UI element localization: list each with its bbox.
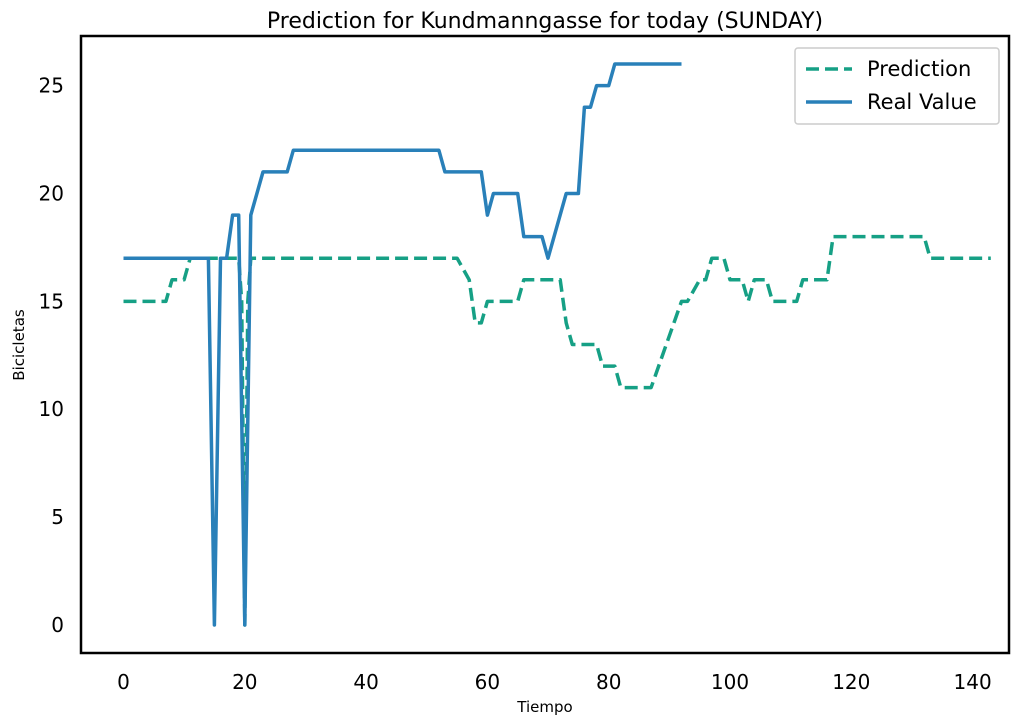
- x-axis-label: Tiempo: [516, 698, 572, 716]
- y-tick-label: 0: [51, 613, 64, 637]
- x-axis-ticks: 0 20 40 60 80 100 120 140: [117, 670, 992, 694]
- y-tick-label: 25: [39, 74, 64, 98]
- chart-title: Prediction for Kundmanngasse for today (…: [267, 9, 823, 34]
- x-tick-label: 100: [711, 670, 749, 694]
- legend: Prediction Real Value: [794, 47, 1000, 125]
- x-tick-label: 20: [232, 670, 257, 694]
- x-tick-label: 40: [353, 670, 378, 694]
- x-tick-label: 140: [954, 670, 992, 694]
- y-tick-label: 10: [39, 397, 64, 421]
- x-tick-label: 80: [596, 670, 621, 694]
- series-line-prediction: [123, 234, 991, 627]
- plot-frame: [79, 34, 1011, 655]
- y-tick-label: 5: [51, 505, 64, 529]
- y-tick-label: 15: [39, 289, 64, 313]
- y-axis-ticks: 0 5 10 15 20 25: [39, 74, 64, 637]
- plot-lines: [123, 62, 991, 627]
- y-axis-label: Bicicletas: [10, 309, 28, 381]
- x-tick-label: 0: [117, 670, 130, 694]
- y-tick-label: 20: [39, 182, 64, 206]
- legend-box: [794, 47, 1000, 125]
- legend-label-real-value: Real Value: [867, 90, 977, 114]
- series-line-real-value: [123, 62, 682, 627]
- x-tick-label: 60: [475, 670, 500, 694]
- legend-label-prediction: Prediction: [867, 57, 971, 81]
- x-tick-label: 120: [832, 670, 870, 694]
